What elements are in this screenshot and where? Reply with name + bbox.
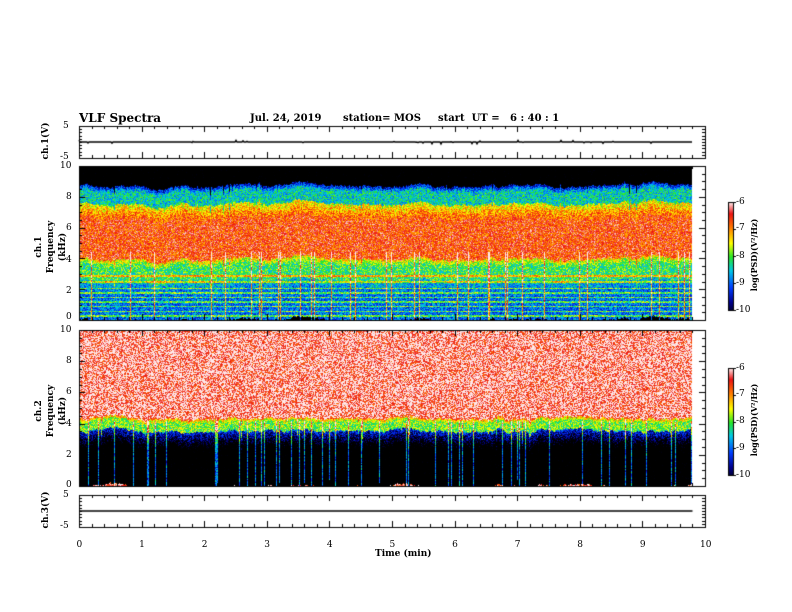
ch3-wave-ytick: 5 — [63, 490, 69, 500]
ch1-spec-ytick: 8 — [66, 192, 72, 202]
ch1-spec-ytick: 2 — [66, 286, 72, 296]
x-tick-label: 5 — [389, 540, 396, 550]
cb1-label: log(PSD)(V²/Hz) — [749, 218, 759, 292]
ch1-spec-ytick: 4 — [66, 255, 72, 265]
ch1-wave-ytick: -5 — [60, 152, 69, 162]
x-tick-label: 7 — [514, 540, 521, 550]
cb1-tick: -10 — [736, 305, 751, 315]
x-tick-label: 2 — [201, 540, 208, 550]
cb1-tick: -7 — [736, 223, 745, 233]
cb2-tick: -9 — [736, 443, 745, 453]
x-tick-label: 3 — [264, 540, 271, 550]
date-label: Jul. 24, 2019 — [250, 113, 322, 124]
ch1-waveform-ylabel: ch.1(V) — [41, 122, 51, 160]
cb2-tick: -8 — [736, 416, 745, 426]
cb1-tick: -6 — [736, 197, 745, 207]
ch2-spec-ytick: 0 — [66, 480, 72, 490]
cb2-tick: -7 — [736, 389, 745, 399]
x-axis-label: Time (min) — [375, 549, 432, 559]
x-tick-label: 1 — [139, 540, 145, 550]
ch2-spec-ytick: 10 — [60, 325, 72, 335]
cb1-tick: -8 — [736, 251, 745, 261]
ch2-spec-ytick: 6 — [66, 387, 72, 397]
ch2-spec-ytick: 4 — [66, 419, 72, 429]
ch2-spec-ytick: 2 — [66, 450, 72, 460]
cb2-tick: -10 — [736, 470, 751, 480]
x-tick-label: 4 — [326, 540, 333, 550]
start-time-label: start UT = 6 : 40 : 1 — [438, 113, 560, 124]
ch1-spec-ytick: 10 — [60, 161, 72, 171]
ch2-spec-ytick: 8 — [66, 356, 72, 366]
x-tick-label: 10 — [700, 540, 712, 550]
ch3-wave-ytick: -5 — [60, 521, 69, 531]
x-tick-label: 8 — [577, 540, 584, 550]
chart-title: VLF Spectra — [79, 111, 162, 125]
x-tick-label: 9 — [639, 540, 646, 550]
x-tick-label: 0 — [76, 540, 83, 550]
ch1-spectrogram-ylabel: ch.1 Frequency (kHz) — [34, 220, 68, 274]
cb2-tick: -6 — [736, 363, 745, 373]
station-label: station= MOS — [343, 113, 421, 124]
ch3-waveform-ylabel: ch.3(V) — [41, 491, 51, 529]
x-tick-label: 6 — [452, 540, 458, 550]
cb1-tick: -9 — [736, 278, 745, 288]
cb2-label: log(PSD)(V²/Hz) — [749, 383, 759, 457]
ch1-spec-ytick: 6 — [66, 223, 72, 233]
ch1-wave-ytick: 5 — [63, 121, 69, 131]
ch2-spectrogram-ylabel: ch.2 Frequency (kHz) — [34, 384, 68, 438]
ch1-spec-ytick: 0 — [66, 312, 72, 322]
